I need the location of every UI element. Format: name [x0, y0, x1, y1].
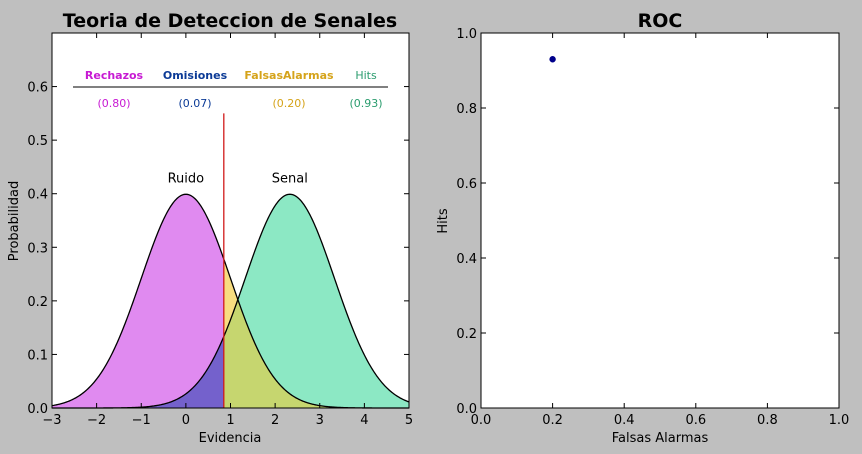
roc-point: [549, 56, 556, 63]
sdt-y-tick-label: 0.0: [27, 402, 48, 417]
sdt-y-tick-label: 0.6: [27, 81, 48, 96]
sdt-x-tick-label: 5: [405, 413, 413, 428]
table-header-1: Omisiones: [163, 69, 228, 82]
roc-y-ticks: 0.0 0.2 0.4 0.6 0.8 1.0: [456, 27, 839, 417]
misses-area: [52, 336, 224, 408]
sdt-y-label: Probabilidad: [7, 181, 22, 261]
sdt-x-label: Evidencia: [199, 431, 262, 446]
roc-x-tick-label: 0.4: [614, 413, 635, 428]
roc-plot-area: [480, 32, 840, 409]
table-header-3: Hits: [355, 69, 377, 82]
roc-y-tick-label: 0.6: [456, 177, 477, 192]
sdt-x-tick-label: 3: [316, 413, 324, 428]
table-value-3: (0.93): [349, 97, 382, 110]
table-header-2: FalsasAlarmas: [244, 69, 334, 82]
sdt-y-tick-label: 0.3: [27, 241, 48, 256]
sdt-y-tick-label: 0.5: [27, 134, 48, 149]
curve-label-1: Senal: [272, 172, 308, 187]
sdt-y-ticks: 0.0 0.1 0.2 0.3 0.4 0.5 0.6: [27, 81, 409, 417]
roc-title: ROC: [638, 10, 683, 32]
curve-label-0: Ruido: [168, 172, 205, 187]
sdt-x-tick-label: 0: [182, 413, 190, 428]
roc-x-tick-label: 0.6: [685, 413, 706, 428]
table-header-0: Rechazos: [85, 69, 144, 82]
roc-y-tick-label: 0.2: [456, 327, 477, 342]
sdt-x-ticks: −3 −2 −1 0 1 2 3 4 5: [42, 33, 413, 428]
roc-x-tick-label: 0.0: [471, 413, 492, 428]
noise-area-rechazos: [52, 194, 224, 408]
roc-y-tick-label: 0.4: [456, 252, 477, 267]
sdt-title: Teoria de Deteccion de Senales: [63, 10, 397, 32]
sdt-x-tick-label: −3: [42, 413, 61, 428]
table-value-1: (0.07): [178, 97, 211, 110]
roc-x-ticks: 0.0 0.2 0.4 0.6 0.8 1.0: [471, 33, 850, 428]
table-value-2: (0.20): [272, 97, 305, 110]
roc-chart: ROC 0.0 0.2 0.4 0.6 0.8 1.0 0.0 0.2 0.4 0.6 0.8 1.…: [436, 10, 849, 446]
sdt-x-tick-label: 4: [360, 413, 368, 428]
sdt-chart: Teoria de Deteccion de Senales Rechazos (…: [7, 10, 413, 446]
table-value-0: (0.80): [97, 97, 130, 110]
signal-area-hits: [223, 194, 409, 408]
sdt-y-tick-label: 0.4: [27, 188, 48, 203]
sdt-y-tick-label: 0.1: [27, 348, 48, 363]
outcome-table: Rechazos (0.80) Omisiones (0.07) FalsasAlarm…: [73, 69, 388, 110]
curve-labels: Ruido Senal: [168, 172, 308, 187]
roc-y-tick-label: 0.0: [456, 402, 477, 417]
sdt-x-tick-label: −1: [132, 413, 151, 428]
roc-x-tick-label: 0.2: [542, 413, 563, 428]
hits-false-alarm-overlap: [223, 300, 409, 408]
roc-y-label: Hits: [436, 208, 451, 233]
sdt-y-tick-label: 0.2: [27, 295, 48, 310]
sdt-x-tick-label: 1: [226, 413, 234, 428]
roc-x-label: Falsas Alarmas: [612, 431, 709, 446]
sdt-x-tick-label: −2: [87, 413, 106, 428]
roc-y-tick-label: 0.8: [456, 102, 477, 117]
roc-y-tick-label: 1.0: [456, 27, 477, 42]
roc-x-tick-label: 1.0: [829, 413, 850, 428]
roc-points: [549, 56, 556, 63]
roc-x-tick-label: 0.8: [757, 413, 778, 428]
sdt-x-tick-label: 2: [271, 413, 279, 428]
sdt-fills: [52, 194, 409, 408]
